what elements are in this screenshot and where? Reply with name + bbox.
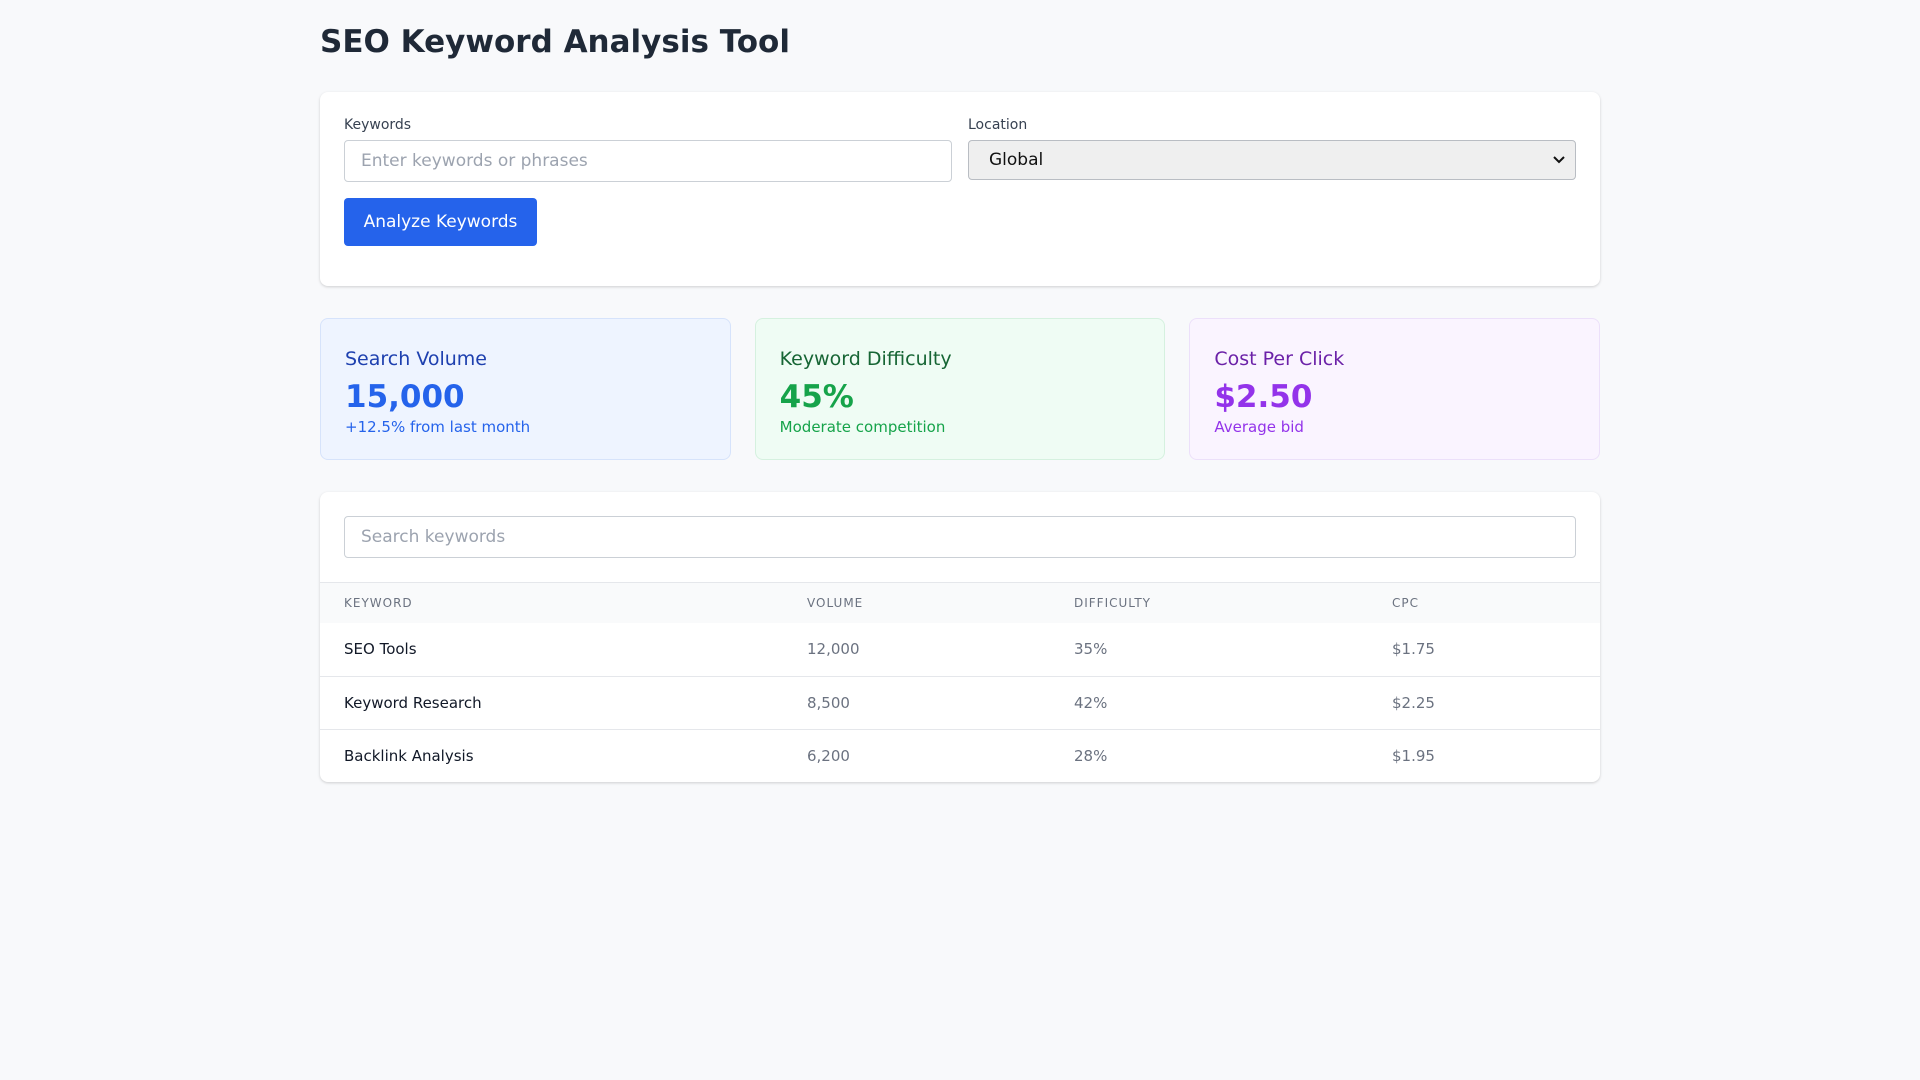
table-search-wrap [320, 492, 1600, 583]
stat-card-cost-per-click: Cost Per Click $2.50 Average bid [1189, 318, 1601, 460]
stat-title: Cost Per Click [1214, 348, 1345, 370]
location-label: Location [968, 117, 1028, 133]
keyword-form-card: Keywords Location Global Analyze Keyword… [320, 92, 1600, 286]
stat-subtext: +12.5% from last month [345, 418, 531, 436]
stat-value: 45% [779, 379, 854, 415]
cell-difficulty: 28% [1050, 728, 1368, 782]
cell-cpc: $1.95 [1368, 728, 1600, 782]
cell-keyword: Backlink Analysis [320, 728, 783, 782]
stat-card-keyword-difficulty: Keyword Difficulty 45% Moderate competit… [754, 318, 1166, 460]
keywords-field-group: Keywords [344, 116, 952, 182]
stat-subtext: Moderate competition [779, 418, 946, 436]
column-header-volume[interactable]: VOLUME [783, 583, 1050, 623]
chevron-down-icon [1553, 154, 1565, 167]
cell-cpc: $1.75 [1392, 640, 1435, 659]
table-row[interactable]: Keyword Research 8,500 42% $2.25 [320, 675, 1600, 729]
location-field-group: Location Global [968, 116, 1576, 182]
cell-difficulty: 35% [1074, 640, 1108, 659]
location-select[interactable]: Global [968, 140, 1576, 180]
cell-volume: 8,500 [783, 675, 1050, 729]
stats-row: Search Volume 15,000 +12.5% from last mo… [320, 318, 1601, 460]
cell-cpc: $2.25 [1368, 675, 1600, 729]
main-container: SEO Keyword Analysis Tool Keywords Locat… [320, 0, 1601, 782]
stat-title: Keyword Difficulty [779, 348, 952, 370]
table-row[interactable]: Backlink Analysis 6,200 28% $1.95 [320, 728, 1600, 782]
column-header-cpc[interactable]: CPC [1368, 583, 1600, 623]
stat-title: Search Volume [345, 348, 487, 370]
table-row[interactable]: SEO Tools 12,000 35% $1.75 [320, 623, 1600, 676]
analyze-keywords-button[interactable]: Analyze Keywords [344, 198, 537, 246]
keywords-table-card: KEYWORD VOLUME DIFFICULTY CPC SEO Tools … [320, 492, 1600, 782]
cell-difficulty: 42% [1050, 675, 1368, 729]
keywords-table: KEYWORD VOLUME DIFFICULTY CPC SEO Tools … [320, 583, 1600, 782]
cell-volume: 6,200 [783, 728, 1050, 782]
search-keywords-input[interactable] [344, 516, 1576, 558]
page-title: SEO Keyword Analysis Tool [320, 24, 790, 60]
form-row: Keywords Location Global [344, 116, 1576, 182]
table-header-row: KEYWORD VOLUME DIFFICULTY CPC [320, 583, 1600, 623]
stat-subtext: Average bid [1214, 418, 1304, 436]
keywords-input[interactable] [344, 140, 952, 182]
cell-keyword: SEO Tools [344, 640, 417, 659]
column-header-difficulty[interactable]: DIFFICULTY [1050, 583, 1368, 623]
cell-volume: 12,000 [807, 640, 860, 659]
stat-value: $2.50 [1214, 379, 1313, 415]
keywords-label: Keywords [344, 117, 412, 133]
cell-keyword: Keyword Research [320, 675, 783, 729]
column-header-keyword[interactable]: KEYWORD [320, 583, 783, 623]
stat-card-search-volume: Search Volume 15,000 +12.5% from last mo… [320, 318, 731, 460]
location-selected-value: Global [989, 150, 1044, 170]
stat-value: 15,000 [345, 379, 465, 415]
